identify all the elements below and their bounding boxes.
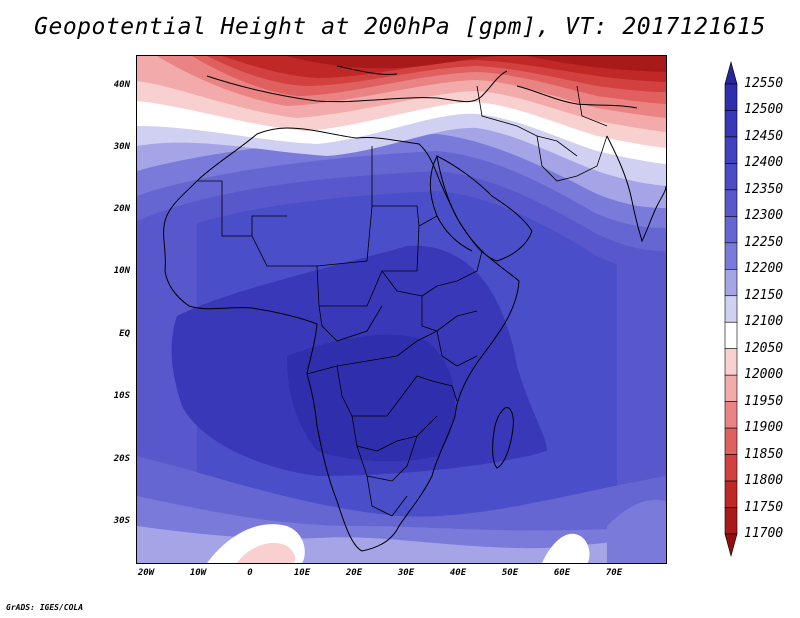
colorbar-label: 11750 xyxy=(744,499,784,515)
colorbar-label: 12050 xyxy=(744,340,784,356)
colorbar-label: 11700 xyxy=(744,526,784,541)
colorbar-segment xyxy=(724,295,738,323)
field-south-blue-east xyxy=(607,499,666,563)
arabia-coastline xyxy=(436,155,533,262)
country-borders xyxy=(197,85,608,517)
colorbar-segment xyxy=(724,268,738,297)
lon-label-30e: 30E xyxy=(397,568,415,578)
field-south-pink xyxy=(237,542,296,563)
colorbar-segment xyxy=(724,507,738,535)
colorbar-label: 12250 xyxy=(744,234,784,250)
field-band-a81a1a xyxy=(287,56,666,72)
lon-label-60e: 60E xyxy=(553,568,571,578)
colorbar-top-arrow xyxy=(724,60,738,85)
lat-label-40n: 40N xyxy=(113,80,130,90)
map-plot-area xyxy=(136,55,667,564)
plot-title: Geopotential Height at 200hPa [gpm], VT:… xyxy=(34,14,766,40)
lat-label-eq: EQ xyxy=(119,329,130,339)
colorbar-segment xyxy=(724,454,738,482)
colorbar-segment xyxy=(724,163,738,191)
lon-label-20e: 20E xyxy=(345,568,363,578)
colorbar-segment xyxy=(724,83,738,111)
colorbar-label: 12350 xyxy=(744,181,784,197)
colorbar-segment xyxy=(724,401,738,429)
lat-label-10n: 10N xyxy=(113,266,130,276)
colorbar-label: 11800 xyxy=(744,473,784,489)
field-south-white-east xyxy=(542,533,590,563)
colorbar-label: 12000 xyxy=(744,367,784,383)
colorbar-label: 11850 xyxy=(744,446,784,462)
colorbar-segment xyxy=(724,348,738,376)
colorbar-label: 12200 xyxy=(744,261,784,277)
colorbar-label: 12300 xyxy=(744,208,784,224)
field-deeper-core xyxy=(287,334,456,462)
colorbar-segment xyxy=(724,242,738,270)
lat-label-20n: 20N xyxy=(113,204,130,214)
madagascar-coastline xyxy=(492,406,514,469)
colorbar-segment xyxy=(724,110,738,138)
lat-label-30s: 30S xyxy=(113,516,130,526)
colorbar-segments xyxy=(724,60,738,558)
coastlines xyxy=(163,65,666,552)
grads-credit: GrADS: IGES/COLA xyxy=(6,603,84,612)
colorbar-segment xyxy=(724,189,738,217)
lat-label-30n: 30N xyxy=(113,142,130,152)
lon-label-50e: 50E xyxy=(501,568,519,578)
lon-label-0: 0 xyxy=(247,568,253,578)
colorbar-bottom-arrow xyxy=(724,533,738,558)
lon-label-20w: 20W xyxy=(137,568,155,578)
colorbar-label: 11900 xyxy=(744,420,784,436)
height-field-map xyxy=(137,56,666,563)
colorbar-label: 12150 xyxy=(744,287,784,303)
colorbar-label: 12450 xyxy=(744,128,784,144)
lon-label-70e: 70E xyxy=(605,568,623,578)
lon-label-10e: 10E xyxy=(293,568,311,578)
lat-label-20s: 20S xyxy=(113,454,130,464)
colorbar-segment xyxy=(724,427,738,455)
colorbar-segment xyxy=(724,374,738,402)
colorbar-label: 12400 xyxy=(744,155,784,171)
lon-label-10w: 10W xyxy=(189,568,207,578)
lon-label-40e: 40E xyxy=(449,568,467,578)
colorbar-label: 11950 xyxy=(744,393,784,409)
colorbar-segment xyxy=(724,136,738,164)
colorbar-label: 12100 xyxy=(744,314,784,330)
colorbar-label: 12550 xyxy=(744,76,784,91)
colorbar-label: 12500 xyxy=(744,102,784,118)
mediterranean-coast xyxy=(206,65,638,109)
lat-label-10s: 10S xyxy=(113,391,130,401)
india-coast xyxy=(606,135,666,243)
colorbar-segment xyxy=(724,480,738,508)
colorbar-segment xyxy=(724,321,738,350)
colorbar-segment xyxy=(724,216,738,244)
red-sea xyxy=(429,155,473,252)
